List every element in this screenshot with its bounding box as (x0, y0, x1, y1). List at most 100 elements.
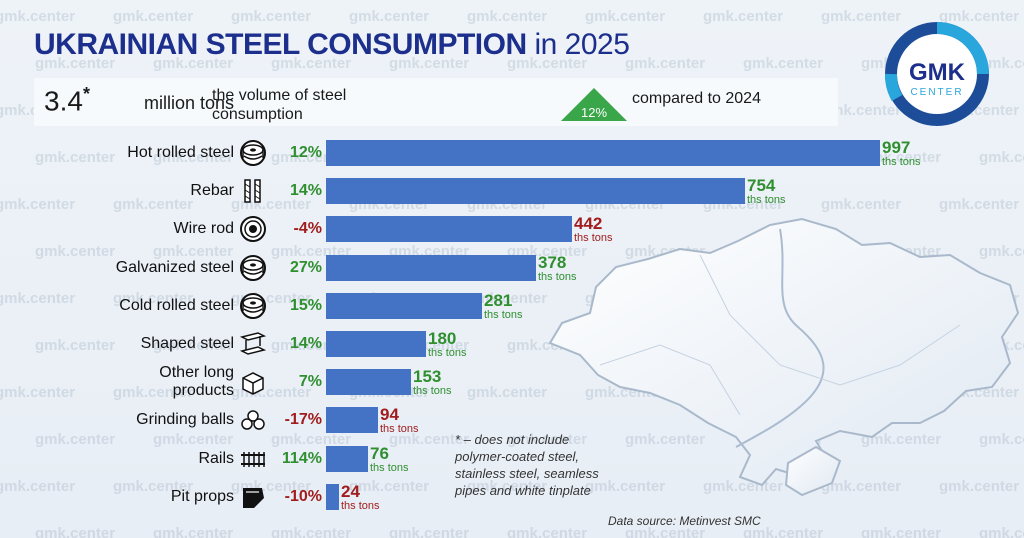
rails-icon (241, 451, 265, 467)
ukraine-map-image (548, 217, 1020, 497)
watermark-text: gmk.center (35, 431, 116, 448)
watermark-text: gmk.center (743, 55, 824, 72)
watermark-text: gmk.center (0, 8, 76, 25)
bar (326, 483, 339, 510)
value-unit-label: ths tons (341, 499, 380, 512)
footnote: * – does not include polymer-coated stee… (455, 432, 599, 498)
value-unit-label: ths tons (574, 232, 613, 245)
change-label: 14% (289, 335, 322, 352)
watermark-text: gmk.center (113, 8, 194, 25)
change-description: compared to 2024 (632, 90, 761, 107)
value-label: 180 (428, 329, 457, 348)
value-label: 378 (538, 252, 567, 272)
bar (326, 445, 368, 472)
category-label: Pit props (170, 487, 234, 505)
value-label: 281 (484, 290, 513, 310)
value-unit-label: ths tons (882, 156, 921, 168)
watermark-text: gmk.center (467, 8, 548, 25)
wire-coil-icon (240, 216, 266, 243)
bar (326, 178, 745, 205)
watermark-text: gmk.center (153, 525, 234, 538)
data-source: Data source: Metinvest SMC (608, 514, 761, 528)
category-label: Grinding balls (136, 411, 234, 429)
watermark-text: gmk.center (231, 8, 312, 25)
change-label: 14% (289, 182, 322, 200)
watermark-text: gmk.center (585, 8, 666, 25)
value-unit-label: ths tons (747, 194, 786, 207)
category-label: Hot rolled steel (127, 144, 234, 161)
gmk-center-logo: GMK CENTER (885, 22, 989, 126)
bar (326, 254, 536, 281)
svg-text:CENTER: CENTER (910, 87, 963, 98)
category-label: Wire rod (173, 220, 234, 238)
coil-icon (240, 292, 266, 319)
bar (326, 331, 426, 357)
category-label: Shaped steel (140, 335, 234, 352)
watermark-text: gmk.center (979, 149, 1024, 166)
balls-icon (241, 410, 265, 431)
watermark-text: gmk.center (703, 8, 784, 25)
category-label: Rebar (190, 182, 234, 200)
watermark-text: gmk.center (625, 55, 706, 72)
value-unit-label: ths tons (380, 423, 419, 436)
value-unit-label: ths tons (484, 308, 523, 321)
watermark-text: gmk.center (507, 525, 588, 538)
value-label: 153 (413, 367, 442, 387)
summary-box: 3.4* million tons the volume of steel co… (34, 78, 838, 126)
value-label: 76 (370, 443, 389, 463)
change-label: -4% (293, 220, 322, 238)
value-unit-label: ths tons (413, 385, 452, 398)
change-label: 15% (289, 296, 322, 314)
watermark-text: gmk.center (35, 243, 116, 260)
value-label: 24 (341, 481, 360, 501)
page-title: UKRAINIAN STEEL CONSUMPTION in 2025 (34, 28, 630, 61)
bar (326, 292, 482, 319)
value-label: 442 (574, 214, 603, 234)
watermark-text: gmk.center (153, 431, 234, 448)
change-label: 27% (289, 258, 322, 276)
total-volume: 3.4* (44, 84, 90, 117)
change-percent: 12% (580, 105, 608, 120)
category-label: Rails (198, 449, 234, 467)
watermark-text: gmk.center (861, 525, 942, 538)
bar (326, 407, 378, 434)
total-volume-description: the volume of steel consumption (212, 87, 347, 123)
watermark-text: gmk.center (271, 525, 352, 538)
coil-icon (240, 140, 266, 166)
watermark-text: gmk.center (349, 8, 430, 25)
watermark-text: gmk.center (35, 525, 116, 538)
value-label: 94 (380, 405, 399, 425)
change-label: -17% (284, 411, 322, 429)
change-label: 12% (289, 144, 322, 161)
watermark-text: gmk.center (979, 525, 1024, 538)
watermark-text: gmk.center (0, 384, 76, 401)
watermark-text: gmk.center (389, 525, 470, 538)
category-label: Galvanized steel (115, 258, 234, 276)
value-unit-label: ths tons (370, 461, 409, 474)
coil-icon (240, 254, 266, 281)
watermark-text: gmk.center (467, 384, 548, 401)
change-label: 7% (298, 373, 322, 391)
bar (326, 140, 880, 166)
value-label: 997 (882, 138, 911, 157)
total-volume-unit: million tons (144, 93, 235, 113)
watermark-text: gmk.center (939, 196, 1020, 213)
increase-triangle-icon (561, 88, 627, 121)
value-label: 754 (747, 176, 776, 196)
bar (326, 369, 411, 396)
watermark-text: gmk.center (153, 243, 234, 260)
change-label: 114% (281, 449, 322, 467)
pit-prop-icon (243, 487, 264, 508)
rebar-icon (244, 179, 261, 203)
category-label: Other long products (159, 364, 234, 400)
category-label: Cold rolled steel (119, 296, 234, 314)
cube-icon (242, 372, 264, 396)
value-unit-label: ths tons (538, 270, 577, 283)
value-unit-label: ths tons (428, 347, 467, 359)
i-beam-icon (240, 332, 266, 355)
watermark-text: gmk.center (349, 478, 430, 495)
change-label: -10% (284, 487, 322, 505)
svg-text:GMK: GMK (909, 59, 966, 86)
bar (326, 216, 572, 243)
watermark-text: gmk.center (821, 196, 902, 213)
